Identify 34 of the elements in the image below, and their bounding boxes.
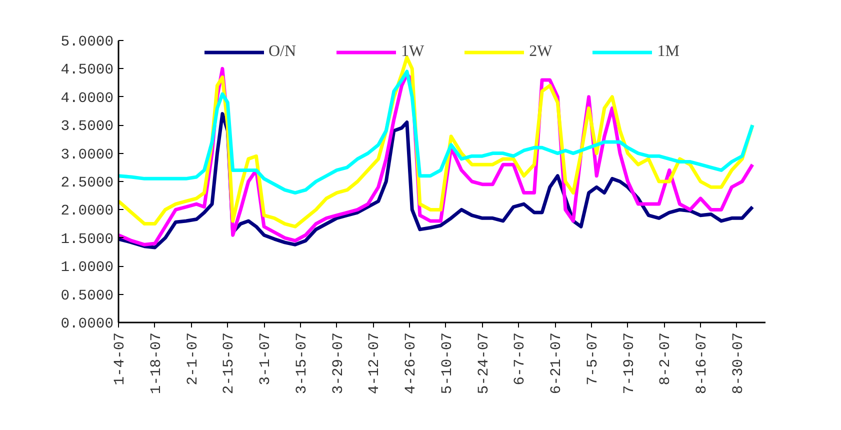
legend-label: 1M	[657, 43, 680, 61]
y-tick-label: 5.0000	[60, 34, 114, 50]
x-tick-label: 7-19-07	[622, 332, 638, 394]
x-tick-label: 1-4-07	[112, 332, 128, 386]
x-tick-label: 2-15-07	[222, 332, 238, 394]
x-tick-label: 6-7-07	[512, 332, 529, 386]
y-tick-label: 1.0000	[60, 260, 114, 276]
x-tick-label: 5-10-07	[440, 332, 456, 394]
x-tick-label: 4-26-07	[404, 332, 420, 394]
x-tick-label: 6-21-07	[549, 332, 566, 394]
x-tick-label: 1-18-07	[148, 332, 165, 394]
legend-label: O/N	[268, 43, 296, 61]
x-tick-label: 8-2-07	[658, 332, 674, 386]
x-tick-label: 3-29-07	[330, 332, 347, 394]
x-tick-label: 8-16-07	[694, 332, 711, 394]
y-tick-label: 4.0000	[60, 90, 114, 107]
x-tick-label: 4-12-07	[367, 332, 384, 394]
legend-label: 1W	[401, 43, 424, 61]
y-tick-label: 2.5000	[60, 176, 114, 192]
line-series	[118, 70, 754, 195]
x-tick-label: 3-15-07	[294, 332, 310, 394]
y-tick-label: 3.0000	[60, 147, 114, 164]
y-tick-label: 3.5000	[60, 119, 114, 136]
y-tick-label: 0.0000	[60, 316, 114, 332]
x-tick-label: 2-1-07	[185, 332, 202, 386]
x-tick-label: 7-5-07	[585, 332, 602, 386]
x-tick-label: 8-30-07	[730, 332, 747, 394]
legend-label: 2W	[529, 43, 552, 61]
y-tick-label: 2.0000	[60, 204, 114, 220]
y-tick-label: 0.5000	[60, 288, 114, 304]
x-tick-label: 5-24-07	[476, 332, 492, 394]
y-tick-label: 1.5000	[60, 232, 114, 248]
y-tick-label: 4.5000	[60, 62, 114, 79]
x-tick-label: 3-1-07	[258, 332, 274, 386]
